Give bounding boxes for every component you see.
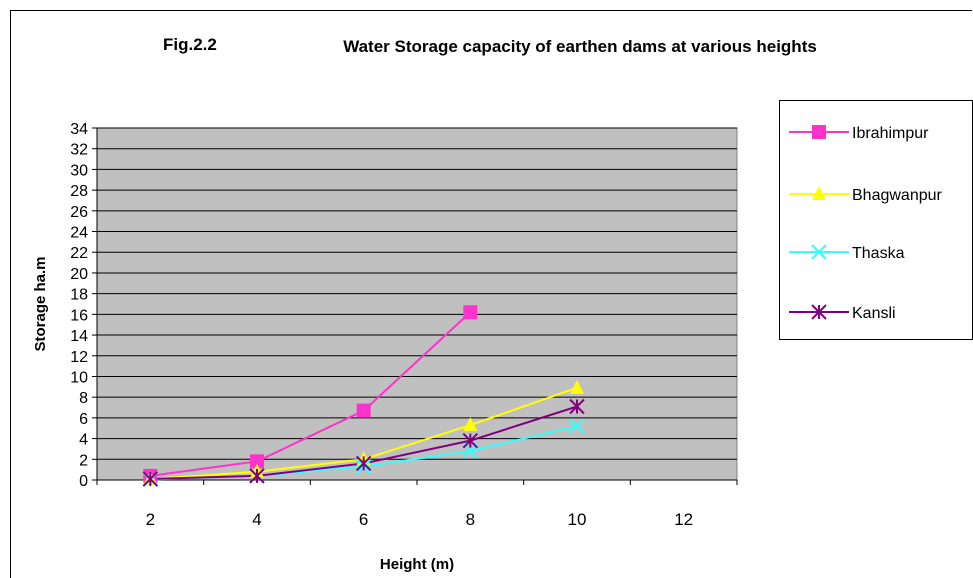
point-ibrahimpur-6 — [356, 403, 371, 418]
figure-number: Fig.2.2 — [163, 35, 217, 54]
y-tick-label-30: 30 — [70, 162, 88, 179]
legend-items: Ibrahimpur Bhagwanpur Thaska Kansli — [789, 125, 943, 322]
point-bhagwanpur-10 — [570, 379, 584, 394]
x-tick-label-2: 2 — [146, 510, 155, 529]
y-tick-label-0: 0 — [79, 473, 88, 490]
y-tick-label-20: 20 — [70, 266, 88, 283]
series-markers — [142, 305, 585, 488]
y-tick-label-18: 18 — [70, 287, 88, 304]
point-kansli-8 — [462, 432, 479, 449]
legend-marker-bhagwanpur — [812, 186, 826, 200]
legend-label-bhagwanpur: Bhagwanpur — [852, 187, 943, 204]
y-tick-label-34: 34 — [70, 121, 88, 138]
chart-frame — [10, 10, 972, 578]
y-tick-label-2: 2 — [79, 452, 88, 469]
point-ibrahimpur-8 — [463, 305, 478, 320]
x-tick-label-12: 12 — [674, 510, 693, 529]
y-tick-label-24: 24 — [70, 225, 88, 242]
point-kansli-2 — [142, 471, 159, 487]
y-tick-label-14: 14 — [70, 328, 88, 345]
point-kansli-6 — [355, 455, 372, 472]
x-tick-labels: 2 4 6 8 10 12 — [146, 510, 694, 529]
point-bhagwanpur-8 — [463, 417, 478, 432]
y-tick-label-12: 12 — [70, 349, 88, 366]
x-tick-label-4: 4 — [252, 510, 261, 529]
legend-label-kansli: Kansli — [852, 305, 896, 322]
plot-area — [96, 127, 738, 481]
y-tick-label-26: 26 — [70, 204, 88, 221]
x-tick-label-10: 10 — [568, 510, 587, 529]
legend-marker-ibrahimpur — [812, 125, 826, 139]
point-ibrahimpur-4 — [250, 454, 264, 469]
y-tick-label-6: 6 — [79, 411, 88, 428]
y-tick-label-10: 10 — [70, 369, 88, 386]
chart-title: Water Storage capacity of earthen dams a… — [343, 37, 817, 56]
y-tick-label-4: 4 — [79, 432, 88, 449]
y-tick-label-32: 32 — [70, 142, 88, 159]
point-kansli-10 — [569, 398, 585, 415]
point-thaska-10 — [569, 418, 585, 434]
x-tick-label-8: 8 — [466, 510, 475, 529]
point-kansli-4 — [249, 468, 265, 484]
y-tick-label-16: 16 — [70, 307, 88, 324]
legend-label-ibrahimpur: Ibrahimpur — [852, 125, 929, 142]
x-tick-label-6: 6 — [359, 510, 368, 529]
y-axis-label: Storage ha.m — [32, 256, 49, 351]
y-tick-label-8: 8 — [79, 390, 88, 407]
legend — [779, 100, 973, 340]
legend-marker-thaska — [811, 244, 827, 260]
legend-marker-kansli — [811, 304, 827, 320]
series-line-ibrahimpur — [150, 311, 472, 477]
gridlines — [92, 127, 737, 481]
axes — [96, 128, 738, 485]
legend-label-thaska: Thaska — [852, 245, 905, 262]
x-axis-label: Height (m) — [380, 556, 454, 573]
y-tick-label-22: 22 — [70, 245, 88, 262]
y-tick-label-28: 28 — [70, 183, 88, 200]
